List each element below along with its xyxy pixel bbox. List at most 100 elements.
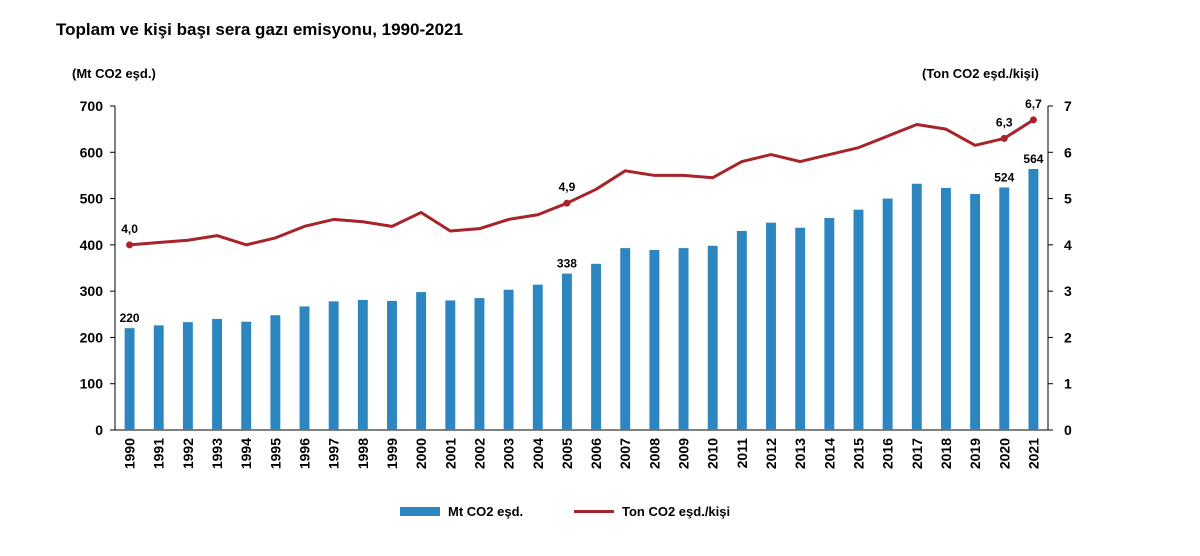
x-tick-label: 2021 [1025,438,1041,469]
left-y-tick-label: 500 [80,191,104,207]
bar [445,300,456,430]
x-tick-label: 2016 [880,438,896,469]
line-data-label: 4,0 [121,222,138,236]
bar-data-label: 220 [120,311,140,325]
x-tick-label: 2008 [646,438,662,469]
x-tick-label: 2003 [501,438,517,469]
bar [328,301,339,430]
bar [532,284,543,430]
left-y-tick-label: 600 [80,144,104,160]
right-y-tick-label: 1 [1064,376,1072,392]
bar [299,306,310,430]
bar [591,263,602,430]
line-data-label: 4,9 [559,180,576,194]
bar [736,230,747,430]
chart-plot: 0 100 200 300 400 500 600 700 0 1 2 3 4 5 6 7 220 338 524 5… [80,97,1072,469]
x-tick-label: 1996 [297,438,313,469]
legend-line-label: Ton CO2 eşd./kişi [622,504,731,519]
x-tick-label: 2015 [850,438,866,469]
left-y-tick-label: 100 [80,376,104,392]
x-tick-label: 1998 [355,438,371,469]
x-tick-label: 2010 [705,438,721,469]
line-marker [126,241,134,249]
bar [1028,168,1039,430]
line-marker [1029,116,1037,124]
bar [970,193,981,430]
bar-data-label: 564 [1023,152,1043,166]
x-tick-label: 2020 [996,438,1012,469]
x-tick-label: 2000 [413,438,429,469]
bar [678,248,689,430]
bar [940,187,951,430]
legend-bar-swatch [400,507,440,516]
bar [124,328,135,430]
line-data-label: 6,3 [996,115,1013,129]
x-tick-label: 1995 [267,438,283,469]
bar [474,298,485,430]
right-axis-unit-label: (Ton CO2 eşd./kişi) [922,66,1039,81]
x-tick-label: 1997 [326,438,342,469]
x-tick-label: 2009 [676,438,692,469]
bar [882,198,893,430]
x-tick-label: 1992 [180,438,196,469]
legend-line-swatch [574,510,614,513]
bar [416,292,427,430]
right-y-tick-label: 5 [1064,191,1072,207]
bar [503,289,514,430]
bar [707,245,718,430]
x-tick-label: 1999 [384,438,400,469]
x-tick-label: 2004 [530,438,546,469]
left-y-tick-label: 200 [80,329,104,345]
bar [357,299,368,430]
legend-item-bars: Mt CO2 eşd. [400,504,523,519]
x-tick-label: 2012 [763,438,779,469]
x-tick-label: 1991 [151,438,167,469]
bar [649,249,660,430]
bar [561,273,572,430]
bar-data-label: 338 [557,257,577,271]
x-tick-label: 2019 [967,438,983,469]
line-data-label: 6,7 [1025,97,1042,111]
x-tick-label: 2014 [821,438,837,469]
x-tick-label: 2017 [909,438,925,469]
per-capita-line [129,118,1035,247]
bar [999,187,1010,430]
left-y-tick-label: 400 [80,237,104,253]
bar [795,227,806,430]
legend-item-line: Ton CO2 eşd./kişi [574,504,730,519]
right-y-tick-label: 2 [1064,329,1072,345]
line-marker [1000,134,1008,142]
bar [270,315,281,430]
x-tick-label: 1990 [122,438,138,469]
x-tick-label: 2001 [442,438,458,469]
chart-title: Toplam ve kişi başı sera gazı emisyonu, … [56,20,463,39]
right-y-tick-label: 0 [1064,422,1072,438]
legend-bar-label: Mt CO2 eşd. [448,504,524,519]
chart-legend: Mt CO2 eşd. Ton CO2 eşd./kişi [0,504,1200,528]
x-tick-label: 2011 [734,438,750,469]
x-tick-label: 2005 [559,438,575,469]
bar [153,325,164,430]
x-tick-label: 1994 [238,438,254,469]
x-tick-label: 2006 [588,438,604,469]
bar [212,318,223,430]
bar [182,322,193,430]
left-axis-unit-label: (Mt CO2 eşd.) [72,66,156,81]
bar [853,209,864,430]
bar [911,183,922,430]
line-marker [563,199,571,207]
bar [824,218,835,430]
x-tick-label: 2007 [617,438,633,469]
left-y-tick-label: 700 [80,98,104,114]
right-y-tick-label: 3 [1064,283,1072,299]
bar [241,321,252,430]
x-tick-label: 2002 [471,438,487,469]
bar [766,222,776,430]
bar [620,248,631,430]
right-y-tick-label: 6 [1064,144,1072,160]
right-y-tick-label: 7 [1064,98,1072,114]
left-y-tick-label: 0 [95,422,103,438]
x-tick-label: 2018 [938,438,954,469]
x-tick-label: 1993 [209,438,225,469]
left-y-tick-label: 300 [80,283,104,299]
